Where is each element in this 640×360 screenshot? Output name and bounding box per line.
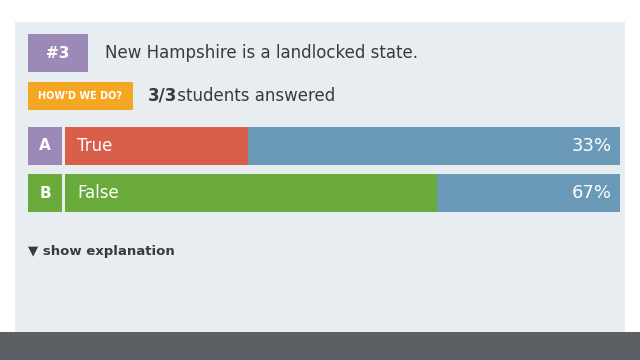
FancyBboxPatch shape	[28, 174, 62, 212]
Text: B: B	[39, 185, 51, 201]
FancyBboxPatch shape	[28, 82, 133, 110]
FancyBboxPatch shape	[0, 332, 640, 360]
FancyBboxPatch shape	[65, 174, 437, 212]
Text: ▼ show explanation: ▼ show explanation	[28, 246, 175, 258]
Text: False: False	[77, 184, 119, 202]
FancyBboxPatch shape	[65, 127, 620, 165]
FancyBboxPatch shape	[65, 127, 248, 165]
FancyBboxPatch shape	[65, 174, 620, 212]
FancyBboxPatch shape	[15, 22, 625, 332]
Text: 3/3: 3/3	[148, 87, 177, 105]
Text: True: True	[77, 137, 113, 155]
Text: 67%: 67%	[572, 184, 612, 202]
Text: 33%: 33%	[572, 137, 612, 155]
Text: students answered: students answered	[172, 87, 335, 105]
Text: A: A	[39, 139, 51, 153]
Text: #3: #3	[46, 45, 70, 60]
FancyBboxPatch shape	[28, 34, 88, 72]
Text: New Hampshire is a landlocked state.: New Hampshire is a landlocked state.	[105, 44, 418, 62]
FancyBboxPatch shape	[28, 127, 62, 165]
Text: HOW'D WE DO?: HOW'D WE DO?	[38, 91, 122, 101]
